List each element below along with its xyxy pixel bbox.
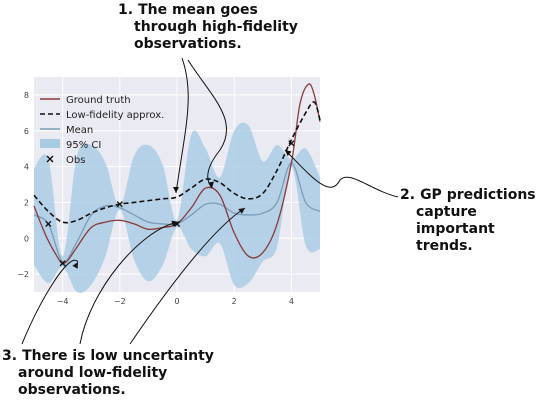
callout-2-arrow-head — [285, 150, 292, 157]
x-tick-label: −4 — [57, 297, 69, 306]
legend-item: Ground truth — [40, 95, 131, 106]
callout-2-arrow — [284, 149, 399, 198]
callout-1-arrow-right-head — [208, 181, 214, 188]
callout-3-line-1: There is low uncertainty — [22, 348, 214, 364]
legend-label: Ground truth — [66, 95, 131, 106]
legend-item: 95% CI — [40, 139, 101, 151]
y-tick-label: 4 — [24, 163, 29, 172]
ci-band — [34, 122, 320, 293]
callout-1-line-1: The mean goes — [138, 2, 258, 18]
callout-1-line-3: observations. — [134, 36, 242, 52]
callout-3-arrow-left — [21, 259, 79, 345]
callout-1-line-2: through high-fidelity — [134, 19, 298, 35]
callout-3-arrow-right — [129, 207, 246, 345]
obs-marker — [59, 260, 66, 267]
obs-marker-stroke — [116, 201, 123, 208]
legend-swatch — [46, 155, 54, 163]
obs-marker-stroke — [288, 140, 295, 147]
callout-1: 1. The mean goes through high-fidelity ob… — [118, 2, 298, 53]
plot-area: −4 −2 0 2 4 −2 0 2 4 6 8 — [17, 77, 321, 306]
chart-legend: Ground truth Low-fidelity approx. Mean 95% … — [40, 95, 164, 166]
callout-1-arrow-left-head — [173, 187, 179, 193]
obs-marker-stroke — [45, 220, 52, 228]
obs-marker-stroke — [59, 260, 66, 267]
x-tick-label: 2 — [232, 297, 237, 306]
callout-3-arrow-mid-head — [171, 220, 178, 227]
callout-2-line-3: trends. — [416, 238, 473, 254]
callout-3-line-2: around low-fidelity — [18, 365, 168, 381]
callout-2-number: 2. — [400, 187, 416, 203]
x-tick-label: 0 — [174, 297, 179, 306]
callout-2: 2. GP predictions capture important trend… — [400, 187, 557, 255]
legend-label: Low-fidelity approx. — [66, 110, 164, 121]
y-tick-label: 8 — [24, 91, 29, 100]
y-tick-label: 6 — [24, 127, 29, 136]
callout-3-arrow-mid — [79, 221, 179, 345]
y-tick-label: −2 — [17, 270, 29, 279]
callout-3-line-3: observations. — [18, 382, 126, 398]
callout-1-number: 1. — [118, 2, 134, 18]
obs-marker — [45, 220, 52, 228]
obs-marker-stroke — [173, 220, 181, 228]
callout-1-arrow-right — [187, 59, 227, 189]
callout-3-number: 3. — [2, 348, 18, 364]
callout-3-arrow-left-head — [72, 262, 78, 269]
legend-swatch — [40, 139, 60, 148]
low-fidelity-line — [33, 101, 321, 224]
callout-2-line-2: capture important — [416, 204, 495, 237]
obs-marker — [288, 140, 295, 147]
y-tick-label: 2 — [24, 198, 29, 207]
legend-item: Mean — [40, 125, 93, 136]
callout-3: 3. There is low uncertainty around low-fi… — [2, 348, 214, 399]
callout-1-arrow-left — [175, 57, 189, 194]
legend-label: Mean — [66, 125, 93, 136]
legend-item: Obs — [46, 155, 85, 166]
y-tick-label: 0 — [24, 234, 29, 243]
callout-3-arrow-right-head — [238, 208, 245, 214]
legend-label: 95% CI — [66, 140, 101, 151]
callout-2-line-1: GP predictions — [420, 187, 536, 203]
legend-label: Obs — [66, 155, 85, 166]
legend-item: Low-fidelity approx. — [40, 110, 164, 121]
x-tick-label: 4 — [289, 297, 294, 306]
x-tick-label: −2 — [114, 297, 126, 306]
callout-arrows — [21, 57, 399, 345]
obs-marker — [116, 201, 123, 208]
